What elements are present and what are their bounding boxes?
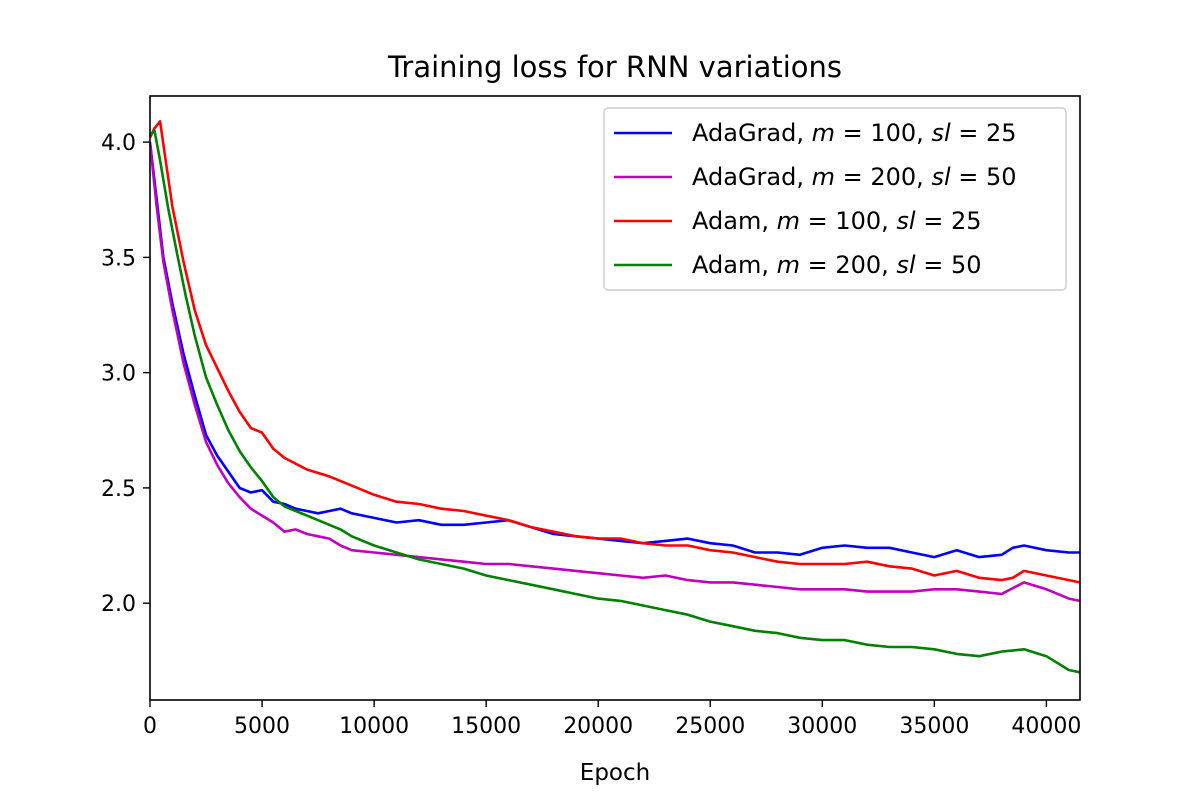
y-axis: 2.0 2.5 3.0 3.5 4.0 <box>101 131 150 617</box>
legend-label: AdaGrad, m = 100, sl = 25 <box>692 119 1017 147</box>
x-tick-label: 20000 <box>563 714 633 739</box>
y-tick-label: 2.0 <box>101 592 136 617</box>
legend-label: Adam, m = 200, sl = 50 <box>692 251 981 279</box>
y-tick-label: 4.0 <box>101 131 136 156</box>
x-tick-label: 0 <box>143 714 157 739</box>
x-tick-label: 10000 <box>339 714 409 739</box>
legend: AdaGrad, m = 100, sl = 25 AdaGrad, m = 20… <box>603 107 1067 291</box>
chart-title: Training loss for RNN variations <box>387 50 842 84</box>
y-tick-label: 3.5 <box>101 246 136 271</box>
plot-area <box>150 120 1080 674</box>
x-tick-label: 35000 <box>899 714 969 739</box>
series-line-3 <box>150 129 1080 674</box>
x-axis: 0 5000 10000 15000 20000 25000 30000 35000 40000 <box>143 700 1081 739</box>
legend-label: Adam, m = 100, sl = 25 <box>692 207 981 235</box>
x-tick-label: 15000 <box>451 714 521 739</box>
series-line-2 <box>150 120 1080 584</box>
series-line-1 <box>150 141 1080 603</box>
legend-label: AdaGrad, m = 200, sl = 50 <box>692 163 1017 191</box>
legend-box <box>603 107 1067 291</box>
x-tick-label: 25000 <box>675 714 745 739</box>
x-tick-label: 30000 <box>787 714 857 739</box>
x-tick-label: 40000 <box>1011 714 1081 739</box>
x-tick-label: 5000 <box>234 714 290 739</box>
plot-frame <box>149 95 1081 701</box>
y-tick-label: 3.0 <box>101 362 136 387</box>
x-axis-label: Epoch <box>580 760 650 786</box>
y-tick-label: 2.5 <box>101 477 136 502</box>
